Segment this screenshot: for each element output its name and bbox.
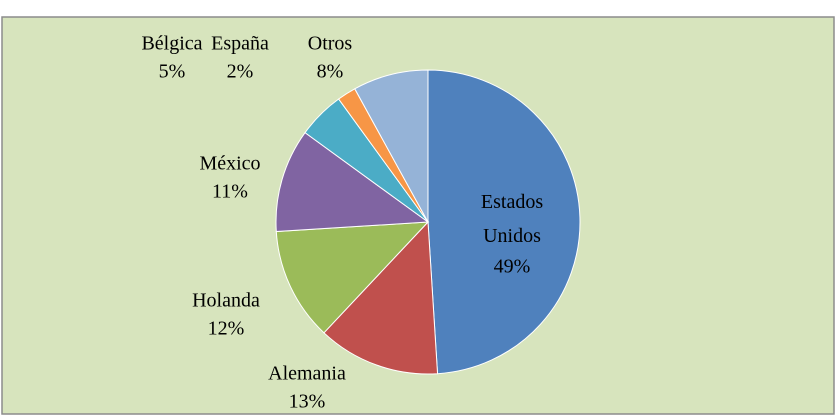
value-label: 49% [494, 256, 531, 278]
labels: Estados Unidos 49% Alemania 13% Holanda 12% Méx… [141, 33, 543, 413]
pie [275, 69, 581, 375]
label-line: Unidos [483, 225, 541, 247]
pie-slice [275, 221, 430, 334]
value-label: 13% [289, 391, 326, 413]
value-label: 12% [208, 318, 245, 340]
label-line: Estados [481, 191, 543, 213]
category-label: México [199, 153, 260, 175]
value-label: 5% [159, 61, 186, 83]
pie-slice [275, 131, 430, 233]
value-label: 2% [227, 61, 254, 83]
pie-slice [427, 69, 581, 375]
category-label: Bélgica [141, 33, 202, 55]
category-label: Otros [308, 33, 353, 55]
category-label: Estados Unidos [481, 191, 543, 247]
value-label: 11% [212, 181, 248, 203]
category-label: Holanda [192, 290, 260, 312]
value-label: 8% [317, 61, 344, 83]
category-label: Alemania [268, 363, 346, 385]
pie-slice [323, 220, 439, 375]
category-label: España [211, 33, 269, 55]
pie-slice [354, 69, 429, 223]
